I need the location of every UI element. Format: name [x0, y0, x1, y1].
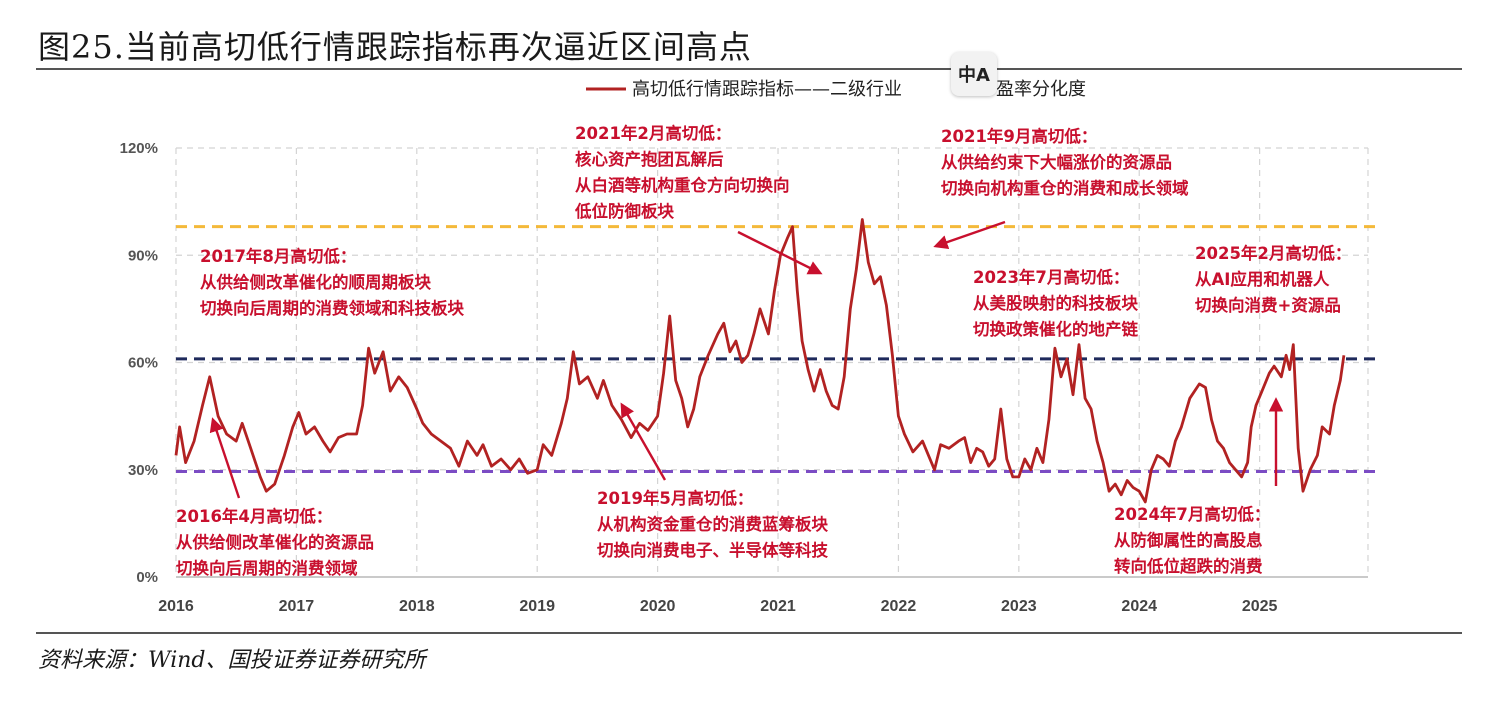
translate-icon[interactable]: 中A	[951, 52, 997, 96]
annotation-text-a2025: 切换向消费+资源品	[1195, 295, 1341, 315]
annotation-text-a2021s: 从供给约束下大幅涨价的资源品	[941, 152, 1172, 172]
annotation-text-a2024: 从防御属性的高股息	[1114, 530, 1263, 550]
annotation-text-a2016: 2016年4月高切低：	[176, 506, 332, 526]
x-tick-label: 2017	[279, 598, 315, 615]
annotation-arrow	[933, 220, 1006, 250]
annotation-text-a2021f: 核心资产抱团瓦解后	[575, 149, 724, 169]
translate-glyph: 中A	[958, 65, 990, 86]
annotation-text-a2021f: 2021年2月高切低：	[575, 123, 731, 143]
annotation-text-a2025: 从AI应用和机器人	[1195, 269, 1330, 289]
legend-label-tail: 盈率分化度	[996, 79, 1086, 100]
x-tick-label: 2016	[158, 598, 194, 615]
y-tick-label: 120%	[120, 140, 158, 157]
series-line	[174, 218, 1346, 504]
annotation-arrow	[620, 402, 667, 481]
title-divider	[36, 68, 1462, 70]
annotation-text-a2023: 从美股映射的科技板块	[973, 293, 1139, 313]
y-tick-label: 90%	[128, 247, 158, 264]
figure-title: 图25.当前高切低行情跟踪指标再次逼近区间高点	[38, 28, 752, 66]
x-tick-label: 2020	[640, 598, 676, 615]
annotation-text-a2023: 2023年7月高切低：	[973, 267, 1129, 287]
y-tick-label: 30%	[128, 462, 158, 479]
annotation-text-a2019: 从机构资金重仓的消费蓝筹板块	[597, 514, 829, 534]
x-tick-label: 2019	[519, 598, 555, 615]
annotation-text-a2016: 从供给侧改革催化的资源品	[176, 532, 374, 552]
y-tick-label: 0%	[136, 569, 158, 586]
annotation-text-a2017: 切换向后周期的消费领域和科技板块	[200, 298, 465, 318]
annotation-text-a2021s: 2021年9月高切低：	[941, 126, 1097, 146]
x-tick-label: 2021	[760, 598, 796, 615]
annotation-text-a2024: 转向低位超跌的消费	[1114, 556, 1263, 576]
annotation-text-a2023: 切换政策催化的地产链	[973, 319, 1139, 339]
annotation-text-a2021f: 低位防御板块	[574, 201, 675, 221]
x-tick-label: 2018	[399, 598, 435, 615]
legend-label: 高切低行情跟踪指标——二级行业	[632, 79, 902, 100]
source-note: 资料来源：Wind、国投证券证券研究所	[38, 648, 426, 673]
x-tick-label: 2022	[881, 598, 917, 615]
x-tick-label: 2023	[1001, 598, 1037, 615]
source-divider	[36, 632, 1462, 634]
annotation-text-a2025: 2025年2月高切低：	[1195, 243, 1351, 263]
annotation-text-a2021s: 切换向机构重仓的消费和成长领域	[941, 178, 1189, 198]
x-tick-label: 2024	[1121, 598, 1157, 615]
annotation-text-a2024: 2024年7月高切低：	[1114, 504, 1270, 524]
annotation-text-a2021f: 从白酒等机构重仓方向切换向	[575, 175, 790, 195]
annotation-text-a2019: 切换向消费电子、半导体等科技	[597, 540, 829, 560]
annotation-text-a2017: 2017年8月高切低：	[200, 246, 356, 266]
annotation-arrow	[209, 417, 241, 499]
annotation-arrow	[737, 230, 823, 275]
y-tick-label: 60%	[128, 355, 158, 372]
x-tick-label: 2025	[1242, 598, 1278, 615]
annotation-text-a2019: 2019年5月高切低：	[597, 488, 753, 508]
annotation-text-a2016: 切换向后周期的消费领域	[176, 558, 358, 578]
annotation-text-a2017: 从供给侧改革催化的顺周期板块	[200, 272, 432, 292]
